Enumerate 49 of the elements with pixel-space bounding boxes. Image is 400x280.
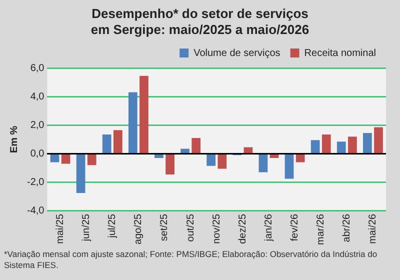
bar: [310, 140, 320, 153]
x-tick-label: set/25: [159, 213, 170, 242]
y-tick-label: 6,0: [30, 62, 45, 74]
bar: [140, 76, 148, 153]
bar: [218, 154, 227, 169]
y-axis-title: Em %: [8, 126, 20, 154]
x-tick-label: mai/26: [368, 213, 379, 244]
chart-title: Desempenho* do setor de serviços em Sergipe: maio/2025 a maio/2026: [90, 5, 310, 38]
x-tick-label: fev/26: [290, 213, 301, 242]
bar: [336, 142, 346, 153]
x-tick-label: mai/25: [55, 213, 66, 244]
legend-label: Volume de serviços: [194, 48, 280, 59]
bar: [348, 136, 357, 153]
bar: [192, 138, 201, 153]
text: *Variação mensal com ajuste sazonal; Fonte: PMS/IBGE; Elaboração: Observatório da Indústria do Sistema FIES.: [3, 248, 378, 272]
bar: [76, 154, 86, 194]
y-tick-label: 4,0: [30, 91, 45, 102]
bar: [61, 154, 70, 164]
bar: [206, 154, 216, 166]
x-tick-label: nov/25: [211, 213, 222, 244]
bar: [50, 154, 60, 162]
legend-label: Receita nominal: [304, 48, 376, 59]
bar: [363, 133, 372, 153]
x-tick-label: ago/25: [133, 213, 144, 244]
bar: [322, 134, 331, 153]
x-tick-label: jan/26: [263, 213, 274, 242]
bar: [87, 154, 96, 166]
x-tick-label: abr/26: [342, 213, 353, 242]
y-tick-label: 2,0: [30, 120, 45, 131]
y-tick-label: -2,0: [26, 177, 45, 188]
bar: [258, 154, 268, 172]
bar: [113, 130, 122, 153]
bar: [244, 147, 253, 153]
x-tick-label: jun/25: [81, 213, 92, 242]
y-tick-label: 0,0: [30, 148, 45, 160]
x-tick-label: jul/25: [107, 213, 118, 239]
bar: [374, 127, 383, 153]
bar: [270, 154, 279, 158]
bar: [180, 148, 190, 153]
bar: [128, 92, 138, 153]
x-tick-label: out/25: [185, 213, 196, 242]
y-tick-label: -4,0: [26, 206, 45, 217]
bar: [102, 134, 112, 153]
bar: [166, 154, 174, 174]
x-tick-label: mar/26: [316, 213, 327, 245]
bar: [284, 154, 294, 179]
x-tick-label: dez/25: [237, 213, 248, 244]
bar: [296, 154, 305, 162]
bar: [154, 154, 164, 158]
